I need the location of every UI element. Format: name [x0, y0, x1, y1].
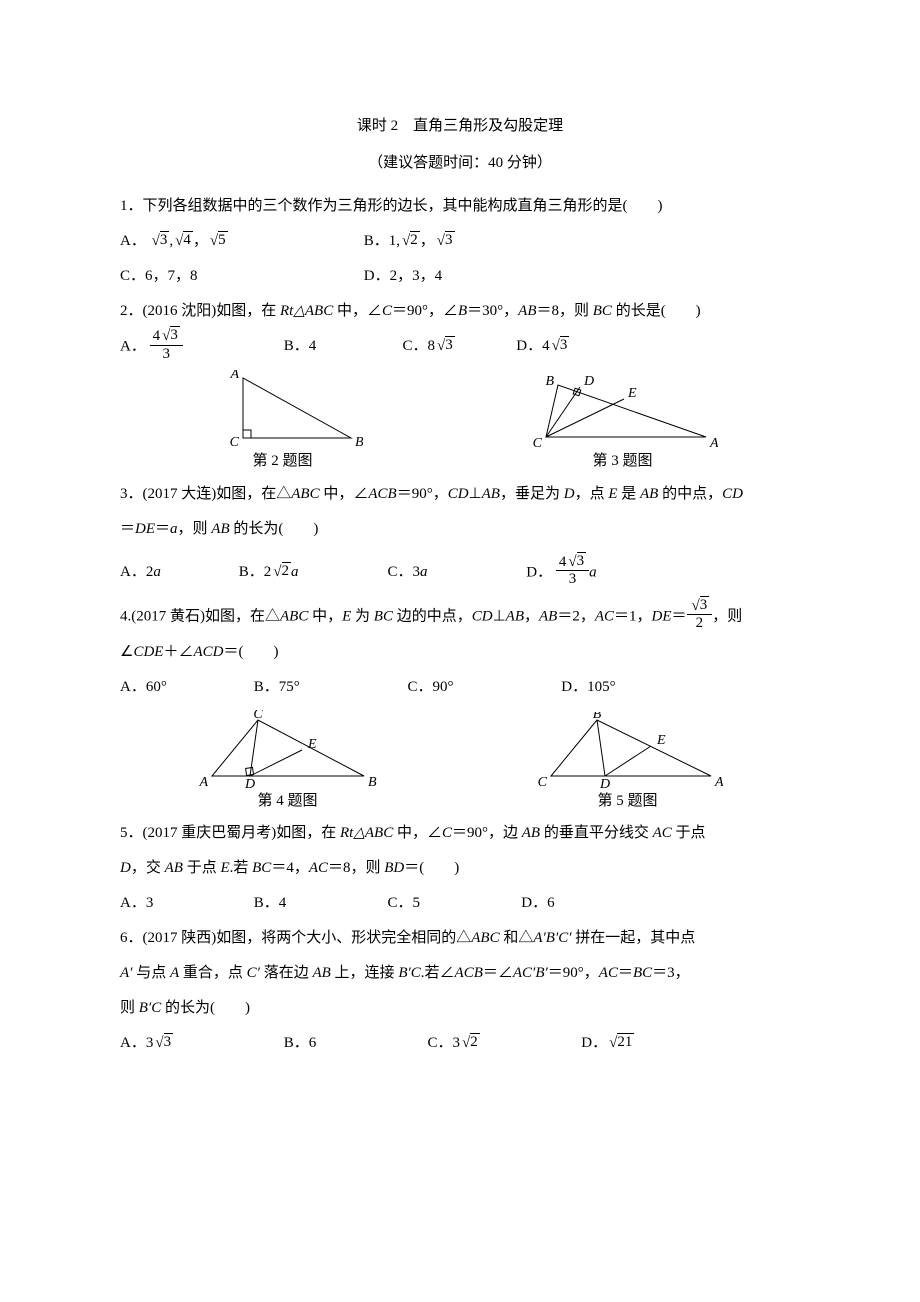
- figure-q4-caption: 第 4 题图: [198, 792, 378, 812]
- sqrt-icon: 2: [271, 556, 291, 589]
- q3-stem-line2: ＝DE＝a，则 AB 的长为( ): [120, 513, 800, 546]
- figure-q2-caption: 第 2 题图: [203, 452, 363, 472]
- sqrt-icon: 3: [435, 330, 455, 363]
- svg-text:C: C: [532, 436, 542, 450]
- fraction: 433: [556, 554, 589, 588]
- q1-stem: 1．下列各组数据中的三个数作为三角形的边长，其中能构成直角三角形的是( ): [120, 190, 800, 223]
- q4-options: A．60° B．75° C．90° D．105°: [120, 671, 800, 704]
- svg-text:A: A: [229, 370, 239, 382]
- sqrt-icon: 3: [153, 1027, 173, 1060]
- q1-optA-label: A．: [120, 233, 146, 249]
- q2-optA-label: A．: [120, 338, 146, 354]
- q3-options: A．2a B．22a C．3a D． 433a: [120, 556, 800, 590]
- q4-optB: B．75°: [254, 671, 404, 704]
- figure-q3: B D E C A 第 3 题图: [528, 375, 718, 472]
- q2-optD: D．4: [516, 338, 549, 354]
- svg-text:C: C: [253, 710, 263, 722]
- sqrt-icon: 2: [400, 225, 420, 258]
- sqrt-icon: 4: [173, 225, 193, 258]
- q3-optB: B．2: [239, 564, 272, 580]
- fraction: 433: [150, 328, 183, 362]
- svg-text:D: D: [598, 777, 609, 790]
- figure-row-2: C A B D E 第 4 题图 B C A D E 第 5 题图: [120, 710, 800, 812]
- page-subtitle: （建议答题时间：40 分钟）: [120, 147, 800, 180]
- q6-stem-line3: 则 B′C 的长为( ): [120, 992, 800, 1025]
- q1-options-row2: C．6，7，8 D．2，3，4: [120, 260, 800, 293]
- q4-optC: C．90°: [408, 671, 558, 704]
- q3-optC: C．3: [388, 564, 421, 580]
- sqrt-icon: 5: [208, 225, 228, 258]
- svg-text:A: A: [709, 436, 718, 450]
- q3-stem: 3．(2017 大连)如图，在△ABC 中，∠ACB＝90°，CD⊥AB，垂足为…: [120, 478, 800, 511]
- svg-text:B: B: [545, 375, 554, 389]
- q3-optD: D．: [526, 564, 552, 580]
- q4-optD: D．105°: [561, 671, 615, 704]
- q1-options-row1: A． 3,4，5 B．1,2，3: [120, 225, 800, 258]
- sqrt-icon: 3: [550, 330, 570, 363]
- q5-stem: 5．(2017 重庆巴蜀月考)如图，在 Rt△ABC 中，∠C＝90°，边 AB…: [120, 817, 800, 850]
- q6-optB: B．6: [284, 1027, 424, 1060]
- fraction: 32: [687, 598, 713, 632]
- q5-optA: A．3: [120, 887, 250, 920]
- q6-stem-line2: A′ 与点 A 重合，点 C′ 落在边 AB 上，连接 B′C.若∠ACB＝∠A…: [120, 957, 800, 990]
- q2-options: A． 433 B．4 C．83 D．43: [120, 330, 800, 364]
- svg-text:A: A: [714, 775, 723, 790]
- q2-optB: B．4: [284, 330, 399, 363]
- q5-options: A．3 B．4 C．5 D．6: [120, 887, 800, 920]
- svg-text:E: E: [627, 386, 637, 401]
- sqrt-icon: 3: [150, 225, 170, 258]
- q5-optC: C．5: [388, 887, 518, 920]
- svg-text:B: B: [592, 712, 601, 722]
- svg-text:D: D: [583, 375, 594, 389]
- q1-optB-label: B．1,: [364, 233, 400, 249]
- figure-q4: C A B D E 第 4 题图: [198, 710, 378, 812]
- q1-optD: D．2，3，4: [364, 260, 442, 293]
- svg-text:D: D: [243, 777, 254, 790]
- svg-text:B: B: [355, 435, 363, 450]
- page-title: 课时 2 直角三角形及勾股定理: [120, 110, 800, 143]
- svg-text:E: E: [656, 733, 666, 748]
- q6-optC: C．3: [428, 1035, 461, 1051]
- q4-optA: A．60°: [120, 671, 250, 704]
- q6-options: A．33 B．6 C．32 D．21: [120, 1027, 800, 1060]
- svg-text:C: C: [537, 775, 547, 790]
- q6-stem: 6．(2017 陕西)如图，将两个大小、形状完全相同的△ABC 和△A′B′C′…: [120, 922, 800, 955]
- svg-text:E: E: [307, 737, 317, 752]
- q1-optB-sep: ，: [420, 233, 435, 249]
- q3-optA: A．2: [120, 564, 153, 580]
- svg-text:B: B: [368, 775, 377, 790]
- q6-optA: A．3: [120, 1035, 153, 1051]
- q5-optD: D．6: [521, 887, 554, 920]
- sqrt-icon: 3: [435, 225, 455, 258]
- sqrt-icon: 21: [607, 1027, 634, 1060]
- q2-optC: C．8: [403, 338, 436, 354]
- q5-optB: B．4: [254, 887, 384, 920]
- q4-stem: 4.(2017 黄石)如图，在△ABC 中，E 为 BC 边的中点，CD⊥AB，…: [120, 600, 800, 634]
- q1-optC: C．6，7，8: [120, 260, 360, 293]
- svg-text:A: A: [198, 775, 208, 790]
- q4-stem-line2: ∠CDE＋∠ACD＝( ): [120, 636, 800, 669]
- figure-q2: A C B 第 2 题图: [203, 370, 363, 472]
- q2-stem: 2．(2016 沈阳)如图，在 Rt△ABC 中，∠C＝90°，∠B＝30°，A…: [120, 295, 800, 328]
- figure-row-1: A C B 第 2 题图 B D E C A 第 3 题图: [120, 370, 800, 472]
- figure-q5-caption: 第 5 题图: [533, 792, 723, 812]
- figure-q5: B C A D E 第 5 题图: [533, 712, 723, 812]
- q6-optD: D．: [581, 1035, 607, 1051]
- sqrt-icon: 2: [460, 1027, 480, 1060]
- svg-text:C: C: [229, 435, 239, 450]
- q5-stem-line2: D，交 AB 于点 E.若 BC＝4，AC＝8，则 BD＝( ): [120, 852, 800, 885]
- figure-q3-caption: 第 3 题图: [528, 452, 718, 472]
